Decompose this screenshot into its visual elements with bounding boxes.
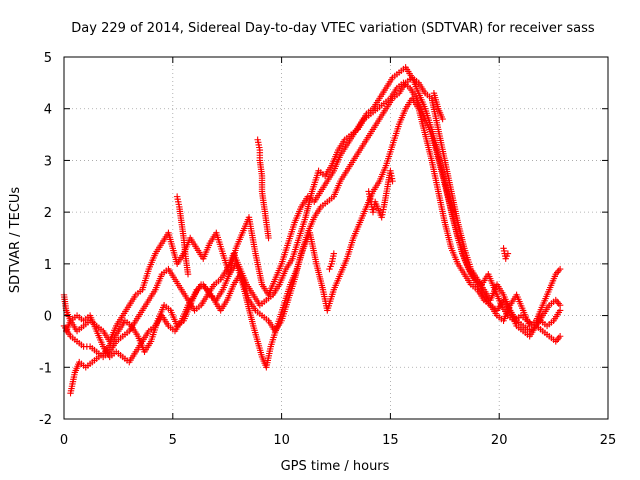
data-point-marker [184,271,192,278]
axis-ticks: 0 5 10 15 20 25 -2 -1 0 1 2 3 4 5 [39,51,616,448]
x-tick-label: 10 [273,433,290,448]
data-markers [60,64,564,397]
x-tick-label: 0 [60,433,68,448]
series-track-a [60,64,564,345]
data-point-marker [330,250,338,257]
series-spikes [173,90,512,278]
y-tick-label: 4 [44,103,52,118]
y-axis-label: SDTVAR / TECUs [8,187,23,294]
data-point-marker [556,307,564,314]
chart-title: Day 229 of 2014, Sidereal Day-to-day VTE… [71,21,595,36]
data-point-marker [556,333,564,340]
x-axis-label: GPS time / hours [281,459,390,474]
data-point-marker [389,177,396,185]
data-point-marker [504,250,512,257]
y-tick-label: -2 [39,413,52,428]
series-track-d [60,79,564,361]
y-tick-label: 5 [44,51,52,66]
series-track-c [67,74,564,397]
y-tick-label: -1 [39,361,52,376]
series-track-b [62,95,564,371]
x-tick-label: 25 [600,433,617,448]
grid-lines [64,57,608,419]
data-point-marker [439,115,446,123]
y-tick-label: 2 [44,206,52,221]
x-tick-label: 20 [491,433,508,448]
y-tick-label: 0 [44,310,52,325]
y-tick-label: 3 [44,154,52,169]
data-point-marker [265,234,272,242]
y-tick-label: 1 [44,258,52,273]
data-point-marker [556,265,564,273]
x-tick-label: 5 [169,433,177,448]
plot-frame [63,56,609,420]
x-tick-label: 15 [382,433,399,448]
